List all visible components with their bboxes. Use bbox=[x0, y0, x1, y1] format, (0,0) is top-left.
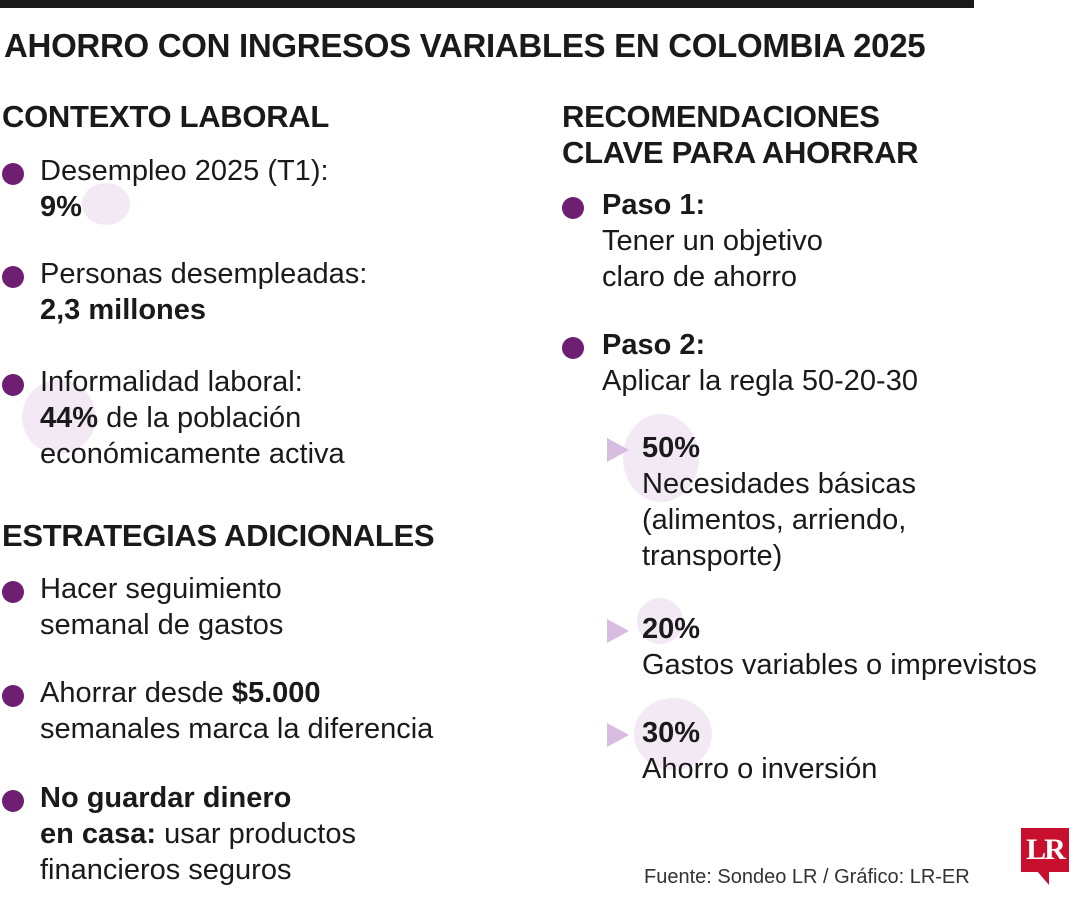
item-text: semanales marca la diferencia bbox=[40, 713, 434, 745]
item-text: Ahorrar desde $5.000 bbox=[40, 675, 433, 711]
lr-logo-tail bbox=[1037, 871, 1049, 885]
item-text: claro de ahorro bbox=[602, 261, 798, 293]
bullet-dot-icon bbox=[562, 337, 584, 359]
rule-item-50: 50% Necesidades básicas (alimentos, arri… bbox=[607, 430, 916, 574]
item-text: usar productos bbox=[156, 818, 356, 850]
item-text: en casa: usar productos bbox=[40, 816, 356, 852]
item-value: en casa: bbox=[40, 818, 157, 850]
rule-item-30: 30% Ahorro o inversión bbox=[607, 715, 877, 787]
section-title-estrategias: ESTRATEGIAS ADICIONALES bbox=[2, 518, 435, 553]
step-item-1: Paso 1: Tener un objetivo claro de ahorr… bbox=[562, 187, 823, 295]
decorative-circle bbox=[634, 698, 712, 770]
item-text: de la población bbox=[98, 402, 302, 434]
item-value: 44% bbox=[40, 402, 99, 434]
item-text: (alimentos, arriendo, bbox=[642, 504, 907, 536]
item-value: $5.000 bbox=[231, 677, 321, 709]
item-text: Ahorro o inversión bbox=[642, 753, 878, 785]
item-text: semanal de gastos bbox=[40, 609, 284, 641]
step-item-2: Paso 2: Aplicar la regla 50-20-30 bbox=[562, 327, 918, 399]
step-label: Paso 2: bbox=[602, 329, 706, 361]
rule-percent: 50% bbox=[642, 432, 701, 464]
bullet-dot-icon bbox=[2, 374, 24, 396]
section-title-line: CLAVE PARA AHORRAR bbox=[562, 135, 919, 170]
triangle-bullet-icon bbox=[607, 438, 629, 462]
decorative-circle bbox=[637, 598, 683, 644]
item-text: Tener un objetivo bbox=[602, 225, 823, 257]
item-text: Gastos variables o imprevistos bbox=[642, 649, 1037, 681]
context-item-informalidad: Informalidad laboral: 44% de la població… bbox=[2, 364, 345, 472]
bullet-dot-icon bbox=[2, 266, 24, 288]
top-rule bbox=[0, 0, 974, 8]
rule-item-20: 20% Gastos variables o imprevistos bbox=[607, 611, 1037, 683]
section-title-line: RECOMENDACIONES bbox=[562, 99, 880, 134]
page-title: AHORRO CON INGRESOS VARIABLES EN COLOMBI… bbox=[4, 27, 926, 64]
section-title-contexto: CONTEXTO LABORAL bbox=[2, 99, 330, 134]
strategy-item-dinero: No guardar dinero en casa: usar producto… bbox=[2, 780, 356, 888]
item-text: Desempleo 2025 (T1): bbox=[40, 155, 329, 187]
item-text: financieros seguros bbox=[40, 854, 292, 886]
section-title-recomendaciones: RECOMENDACIONES CLAVE PARA AHORRAR bbox=[562, 99, 919, 171]
item-value: 9% bbox=[40, 191, 82, 223]
strategy-item-ahorrar: Ahorrar desde $5.000 semanales marca la … bbox=[2, 675, 433, 747]
item-text: económicamente activa bbox=[40, 438, 345, 470]
triangle-bullet-icon bbox=[607, 619, 629, 643]
decorative-circle bbox=[22, 380, 96, 454]
item-text: Aplicar la regla 50-20-30 bbox=[602, 365, 918, 397]
strategy-item-seguimiento: Hacer seguimiento semanal de gastos bbox=[2, 571, 283, 643]
context-item-personas: Personas desempleadas: 2,3 millones bbox=[2, 256, 367, 328]
bullet-dot-icon bbox=[2, 581, 24, 603]
item-text: Ahorrar desde bbox=[40, 677, 232, 709]
bullet-dot-icon bbox=[2, 685, 24, 707]
item-value: 2,3 millones bbox=[40, 294, 207, 326]
decorative-circle bbox=[623, 414, 699, 502]
item-text: Necesidades básicas bbox=[642, 468, 917, 500]
item-text: transporte) bbox=[642, 540, 783, 572]
step-label: Paso 1: bbox=[602, 189, 706, 221]
decorative-circle bbox=[82, 183, 130, 225]
source-credit: Fuente: Sondeo LR / Gráfico: LR-ER bbox=[644, 866, 970, 888]
lr-logo: LR bbox=[1021, 828, 1069, 872]
triangle-bullet-icon bbox=[607, 723, 629, 747]
item-text: Informalidad laboral: bbox=[40, 366, 303, 398]
rule-percent: 20% bbox=[642, 613, 701, 645]
item-value: No guardar dinero bbox=[40, 782, 292, 814]
context-item-desempleo: Desempleo 2025 (T1): 9% bbox=[2, 153, 329, 225]
item-text: 44% de la población bbox=[40, 400, 345, 436]
bullet-dot-icon bbox=[562, 197, 584, 219]
rule-percent: 30% bbox=[642, 717, 701, 749]
item-text: Hacer seguimiento bbox=[40, 573, 282, 605]
bullet-dot-icon bbox=[2, 790, 24, 812]
item-text: Personas desempleadas: bbox=[40, 258, 368, 290]
bullet-dot-icon bbox=[2, 163, 24, 185]
